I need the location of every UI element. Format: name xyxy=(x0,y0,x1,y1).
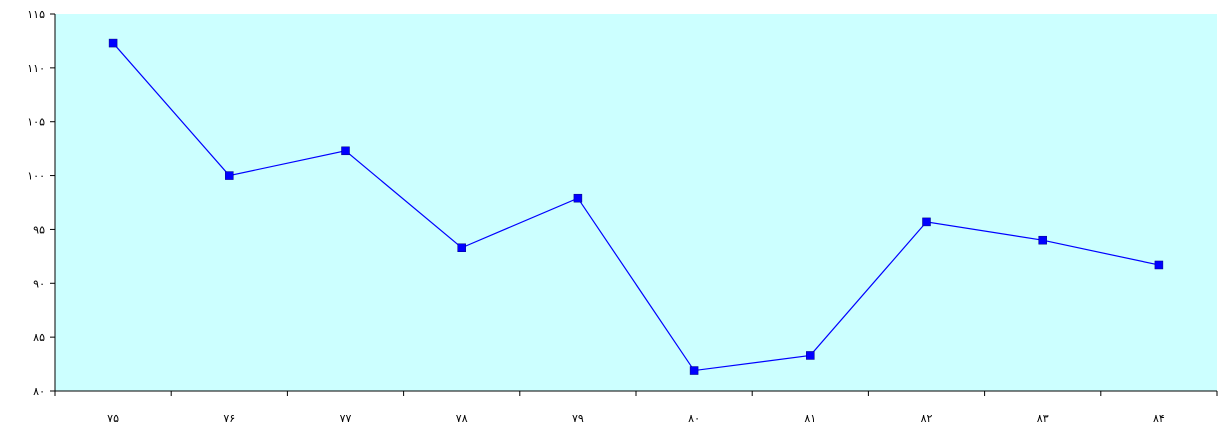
x-tick-label: ۸۰ xyxy=(688,412,700,425)
x-tick-label: ۷۶ xyxy=(223,412,235,425)
y-tick-label: ۱۱۰ xyxy=(27,62,45,75)
y-tick-label: ۱۱۵ xyxy=(27,8,45,21)
data-point-marker xyxy=(573,193,583,203)
plot-area xyxy=(55,14,1217,391)
data-point-marker xyxy=(922,217,931,227)
y-tick-label: ۱۰۰ xyxy=(27,170,45,183)
series-line xyxy=(112,42,1160,372)
x-tick-label: ۷۵ xyxy=(107,412,119,425)
data-point-marker xyxy=(806,351,815,360)
x-tick-label: ۸۴ xyxy=(1153,412,1165,425)
y-tick-label: ۹۵ xyxy=(33,223,45,236)
x-tick-label: ۷۷ xyxy=(340,412,352,425)
data-point-marker xyxy=(689,366,699,375)
data-point-marker xyxy=(225,171,234,180)
x-tick-label: ۷۸ xyxy=(456,412,468,425)
y-axis-ticks: ۸۰ ۸۵ ۹۰ ۹۵ ۱۰۰ ۱۰۵ ۱۱۰ ۱۱۵ xyxy=(27,8,55,398)
data-point-marker xyxy=(108,38,118,48)
x-tick-label: ۸۱ xyxy=(804,412,816,425)
data-point-marker xyxy=(341,146,350,156)
data-point-marker xyxy=(1154,260,1164,270)
data-point-marker xyxy=(1038,235,1047,245)
x-axis-ticks: ۷۵ ۷۶ ۷۷ ۷۸ ۷۹ ۸۰ ۸۱ ۸۲ ۸۳ ۸۴ xyxy=(54,391,1218,425)
y-tick-label: ۸۵ xyxy=(33,331,45,344)
y-tick-label: ۸۰ xyxy=(33,385,45,398)
data-point-marker xyxy=(457,243,466,252)
x-tick-label: ۸۲ xyxy=(921,412,933,425)
y-tick-label: ۹۰ xyxy=(33,277,45,290)
x-tick-label: ۸۳ xyxy=(1037,412,1049,425)
x-tick-label: ۷۹ xyxy=(572,412,584,425)
series-group xyxy=(108,38,1164,375)
y-tick-label: ۱۰۵ xyxy=(27,116,45,129)
